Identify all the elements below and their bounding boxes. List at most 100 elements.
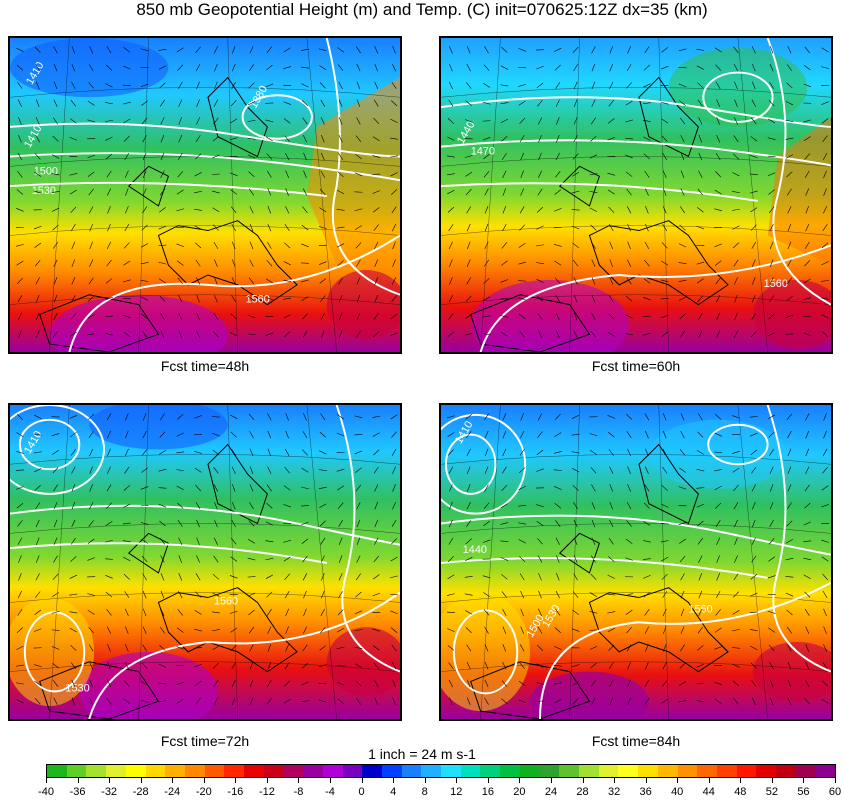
colorbar-segment xyxy=(519,765,540,777)
colorbar-tick-label: -16 xyxy=(227,786,244,798)
colorbar-tick xyxy=(235,778,237,783)
wind-vectors xyxy=(15,413,399,706)
contour-label: 1560 xyxy=(688,603,712,615)
colorbar-tick-label: 4 xyxy=(390,786,397,798)
contour-label: 1560 xyxy=(214,595,238,607)
colorbar-tick xyxy=(330,778,332,783)
colorbar-tick xyxy=(614,778,616,783)
colorbar-tick-label: 40 xyxy=(671,786,684,798)
panel-caption-48h: Fcst time=48h xyxy=(160,358,250,374)
contour-label: 1500 xyxy=(34,165,58,177)
panel-caption-84h: Fcst time=84h xyxy=(591,733,681,749)
colorbar-segment xyxy=(204,765,225,777)
colorbar-segment xyxy=(362,765,382,777)
map-panel-84h: 1410 1440 1500 1530 1560 xyxy=(439,403,833,721)
colorbar-tick-label: -20 xyxy=(195,786,212,798)
map-panel-72h: 1410 1530 1560 xyxy=(8,403,402,721)
map-panel-60h: 1440 1470 1560 xyxy=(439,36,833,354)
colorbar-tick xyxy=(140,778,142,783)
colorbar-tick-label: 48 xyxy=(734,786,747,798)
colorbar-tick xyxy=(109,778,111,783)
colorbar-tick-label: 56 xyxy=(797,786,810,798)
colorbar-segment xyxy=(86,765,107,777)
colorbar-segment xyxy=(716,765,737,777)
colorbar-tick xyxy=(46,778,47,783)
colorbar-segment xyxy=(145,765,166,777)
colorbar-tick-label: 12 xyxy=(450,786,463,798)
colorbar-segment xyxy=(657,765,678,777)
colorbar-tick-label: 60 xyxy=(828,786,842,798)
colorbar-segment xyxy=(401,765,422,777)
colorbar-tick xyxy=(803,778,805,783)
panel-caption-60h: Fcst time=60h xyxy=(591,358,681,374)
colorbar-segment xyxy=(480,765,501,777)
colorbar-tick xyxy=(361,778,363,783)
colorbar-segment xyxy=(460,765,481,777)
colorbar-tick xyxy=(645,778,647,783)
colorbar-tick-label: -36 xyxy=(69,786,86,798)
colorbar-tick xyxy=(519,778,521,783)
colorbar-segment xyxy=(106,765,126,777)
contour-label: 1530 xyxy=(65,682,89,694)
contour-label: 1470 xyxy=(471,146,495,158)
colorbar-tick-label: 24 xyxy=(544,786,558,798)
colorbar-segment xyxy=(736,765,757,777)
contour-label: 1560 xyxy=(246,294,270,306)
colorbar-segment xyxy=(322,765,343,777)
colorbar-tick-label: 28 xyxy=(576,786,589,798)
colorbar-segment xyxy=(125,765,146,777)
colorbar-segment xyxy=(776,765,796,777)
colorbar-tick-label: 32 xyxy=(607,786,621,798)
colorbar-segment xyxy=(578,765,599,777)
colorbar-tick-label: -8 xyxy=(293,786,304,798)
colorbar-tick-label: 20 xyxy=(513,786,526,798)
colorbar-segment xyxy=(47,765,67,777)
map-title: 850 mb Geopotential Height (m) and Temp.… xyxy=(136,0,708,19)
colorbar-segment xyxy=(756,765,777,777)
colorbar-segment xyxy=(244,765,264,777)
wind-vectors xyxy=(446,46,830,339)
colorbar-tick xyxy=(203,778,205,783)
colorbar-tick xyxy=(582,778,584,783)
colorbar-segment xyxy=(677,765,698,777)
colorbar-tick xyxy=(708,778,710,783)
colorbar-tick xyxy=(771,778,773,783)
colorbar-tick xyxy=(740,778,742,783)
colorbar-tick-label: -40 xyxy=(38,786,54,798)
colorbar-tick xyxy=(835,778,836,783)
colorbar-segment xyxy=(441,765,461,777)
contour-label: 1560 xyxy=(764,278,788,290)
colorbar-segment xyxy=(303,765,323,777)
wind-vectors xyxy=(15,46,399,339)
colorbar-segment xyxy=(598,765,619,777)
colorbar-segment xyxy=(66,765,87,777)
colorbar-tick-label: -28 xyxy=(132,786,149,798)
colorbar-tick-label: 44 xyxy=(702,786,715,798)
colorbar-segment xyxy=(421,765,442,777)
colorbar-tick xyxy=(393,778,395,783)
contour-label: 1530 xyxy=(32,185,56,197)
colorbar-segment xyxy=(638,765,658,777)
colorbar-tick xyxy=(487,778,489,783)
colorbar-tick-label: -12 xyxy=(258,786,275,798)
colorbar xyxy=(46,764,836,778)
colorbar-tick xyxy=(172,778,174,783)
panel-caption-72h: Fcst time=72h xyxy=(160,733,250,749)
colorbar-tick-label: 36 xyxy=(639,786,652,798)
colorbar-tick xyxy=(266,778,268,783)
colorbar-tick-label: 16 xyxy=(481,786,494,798)
colorbar-segment xyxy=(697,765,717,777)
colorbar-tick xyxy=(424,778,426,783)
colorbar-tick xyxy=(550,778,552,783)
colorbar-tick-label: 52 xyxy=(765,786,778,798)
colorbar-segment xyxy=(283,765,304,777)
colorbar-tick xyxy=(677,778,679,783)
colorbar-tick-label: 0 xyxy=(358,786,365,798)
colorbar-segment xyxy=(618,765,639,777)
colorbar-segment xyxy=(165,765,185,777)
colorbar-tick xyxy=(77,778,79,783)
